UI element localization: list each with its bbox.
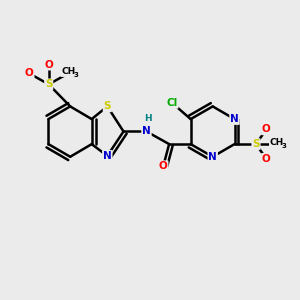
Text: H: H xyxy=(144,114,152,123)
Text: CH: CH xyxy=(269,138,284,147)
Text: O: O xyxy=(25,68,34,78)
Text: O: O xyxy=(159,161,168,171)
Text: N: N xyxy=(208,152,217,162)
Text: S: S xyxy=(103,101,111,111)
Text: S: S xyxy=(252,139,260,149)
Text: O: O xyxy=(44,60,53,70)
Text: N: N xyxy=(103,151,112,161)
Text: O: O xyxy=(262,154,271,164)
Text: 3: 3 xyxy=(73,72,78,78)
Text: Cl: Cl xyxy=(167,98,178,108)
Text: N: N xyxy=(142,126,151,136)
Text: 3: 3 xyxy=(281,142,286,148)
Text: N: N xyxy=(230,114,239,124)
Text: O: O xyxy=(262,124,271,134)
Text: CH: CH xyxy=(61,68,75,76)
Text: S: S xyxy=(45,79,52,89)
